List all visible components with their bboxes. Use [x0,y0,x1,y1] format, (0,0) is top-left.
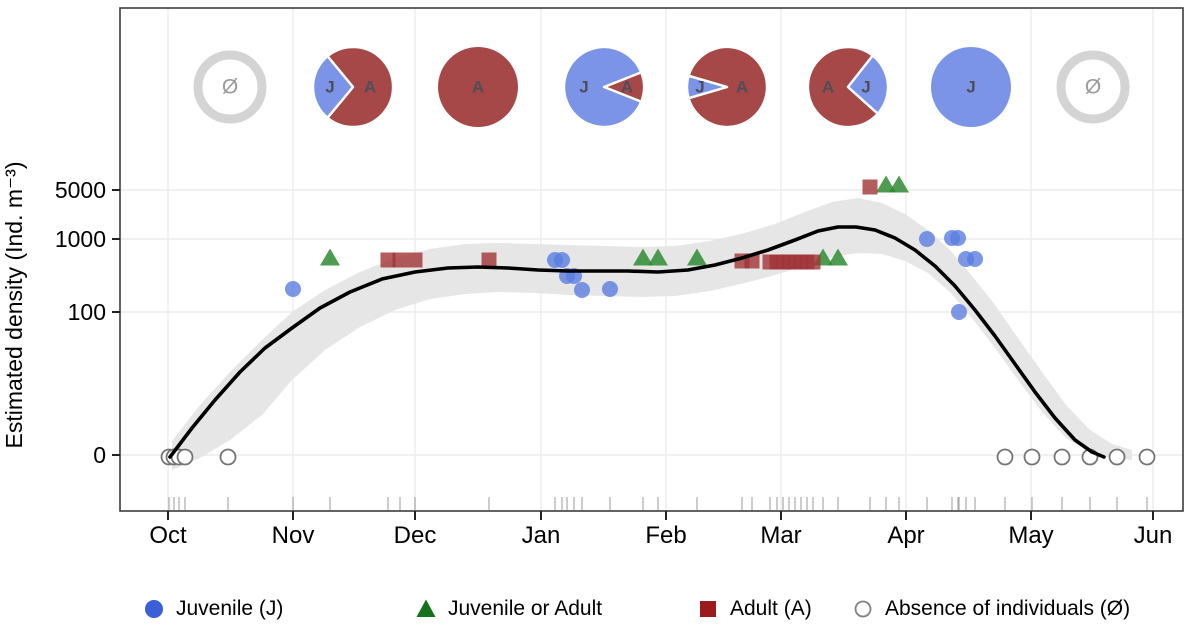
panel-border [119,7,1184,512]
juvenile-or-adult-point [687,248,707,266]
legend-item-juvenile-or-adult: Juvenile or Adult [415,594,602,624]
pie-dec: A [438,47,518,127]
juvenile-or-adult-point [320,248,340,266]
svg-text:J: J [966,78,975,97]
juvenile-or-adult-point [648,248,668,266]
juvenile-marker-icon [143,598,165,620]
scatter-points [160,175,1156,466]
adult-point [392,252,408,268]
svg-text:A: A [364,78,376,97]
legend-item-juvenile: Juvenile (J) [143,594,283,624]
pie-apr: J [931,47,1011,127]
trend-line [168,225,1106,459]
absence-point [1053,448,1071,466]
legend: Juvenile (J) Juvenile or Adult Adult (A)… [0,594,1200,624]
y-tick-label: 100 [68,299,106,325]
absence-point [176,448,194,466]
x-tick-label: Jun [1134,522,1173,549]
x-tick-label: Jan [522,522,561,549]
x-tick-label: Mar [760,522,801,549]
adult-point [481,252,497,268]
svg-text:Ø: Ø [1085,76,1101,99]
legend-label-juvenile: Juvenile (J) [176,597,284,620]
absence-marker-icon [852,598,874,620]
svg-text:A: A [736,78,748,97]
svg-text:A: A [472,78,484,97]
x-tick-label: Apr [887,522,924,549]
juvenile-point [919,231,935,247]
juvenile-or-adult-point [633,248,653,266]
adult-marker-icon [697,598,719,620]
legend-label-adult: Adult (A) [730,597,812,620]
x-tick-label: Oct [149,522,187,549]
svg-text:A: A [822,78,834,97]
juvenile-point [602,281,618,297]
y-tick-label: 5000 [55,177,106,203]
juvenile-or-adult-point [876,175,896,193]
legend-label-juvenile-or-adult: Juvenile or Adult [448,597,603,620]
legend-item-absence: Absence of individuals (Ø) [852,594,1130,624]
x-tick-label: May [1008,522,1053,549]
juvenile-point [574,282,590,298]
legend-item-adult: Adult (A) [697,594,812,624]
absence-point [996,448,1014,466]
svg-text:J: J [579,78,588,97]
absence-point [1138,448,1156,466]
juvenile-point [554,252,570,268]
absence-point [1108,448,1126,466]
x-tick-label: Dec [394,522,437,549]
juvenile-point [285,281,301,297]
svg-text:A: A [621,78,633,97]
panel [119,7,1184,512]
x-tick-label: Nov [272,522,315,549]
pie-oct: Ø [193,50,267,124]
juvenile-point [967,251,983,267]
absence-point [1023,448,1041,466]
y-axis-title: Estimated density (Ind. m⁻³) [1,162,27,449]
trend-line-group [168,225,1106,459]
absence-point [219,448,237,466]
adult-point [805,254,821,270]
legend-label-absence: Absence of individuals (Ø) [885,597,1131,620]
juvenile-or-adult-marker-icon [415,598,437,620]
juvenile-or-adult-point [889,175,909,193]
x-tick-label: Feb [645,522,686,549]
svg-text:Ø: Ø [222,76,238,99]
svg-text:J: J [695,78,704,97]
y-tick-label: 1000 [55,226,106,252]
adult-point [380,252,396,268]
juvenile-or-adult-point [828,248,848,266]
pie-may: Ø [1056,50,1130,124]
adult-point [862,179,878,195]
juvenile-point [951,304,967,320]
svg-text:J: J [861,78,870,97]
juvenile-point [950,230,966,246]
rug-marks [168,497,1148,510]
svg-text:J: J [325,78,334,97]
adult-point [407,252,423,268]
y-tick-label: 0 [93,442,106,468]
